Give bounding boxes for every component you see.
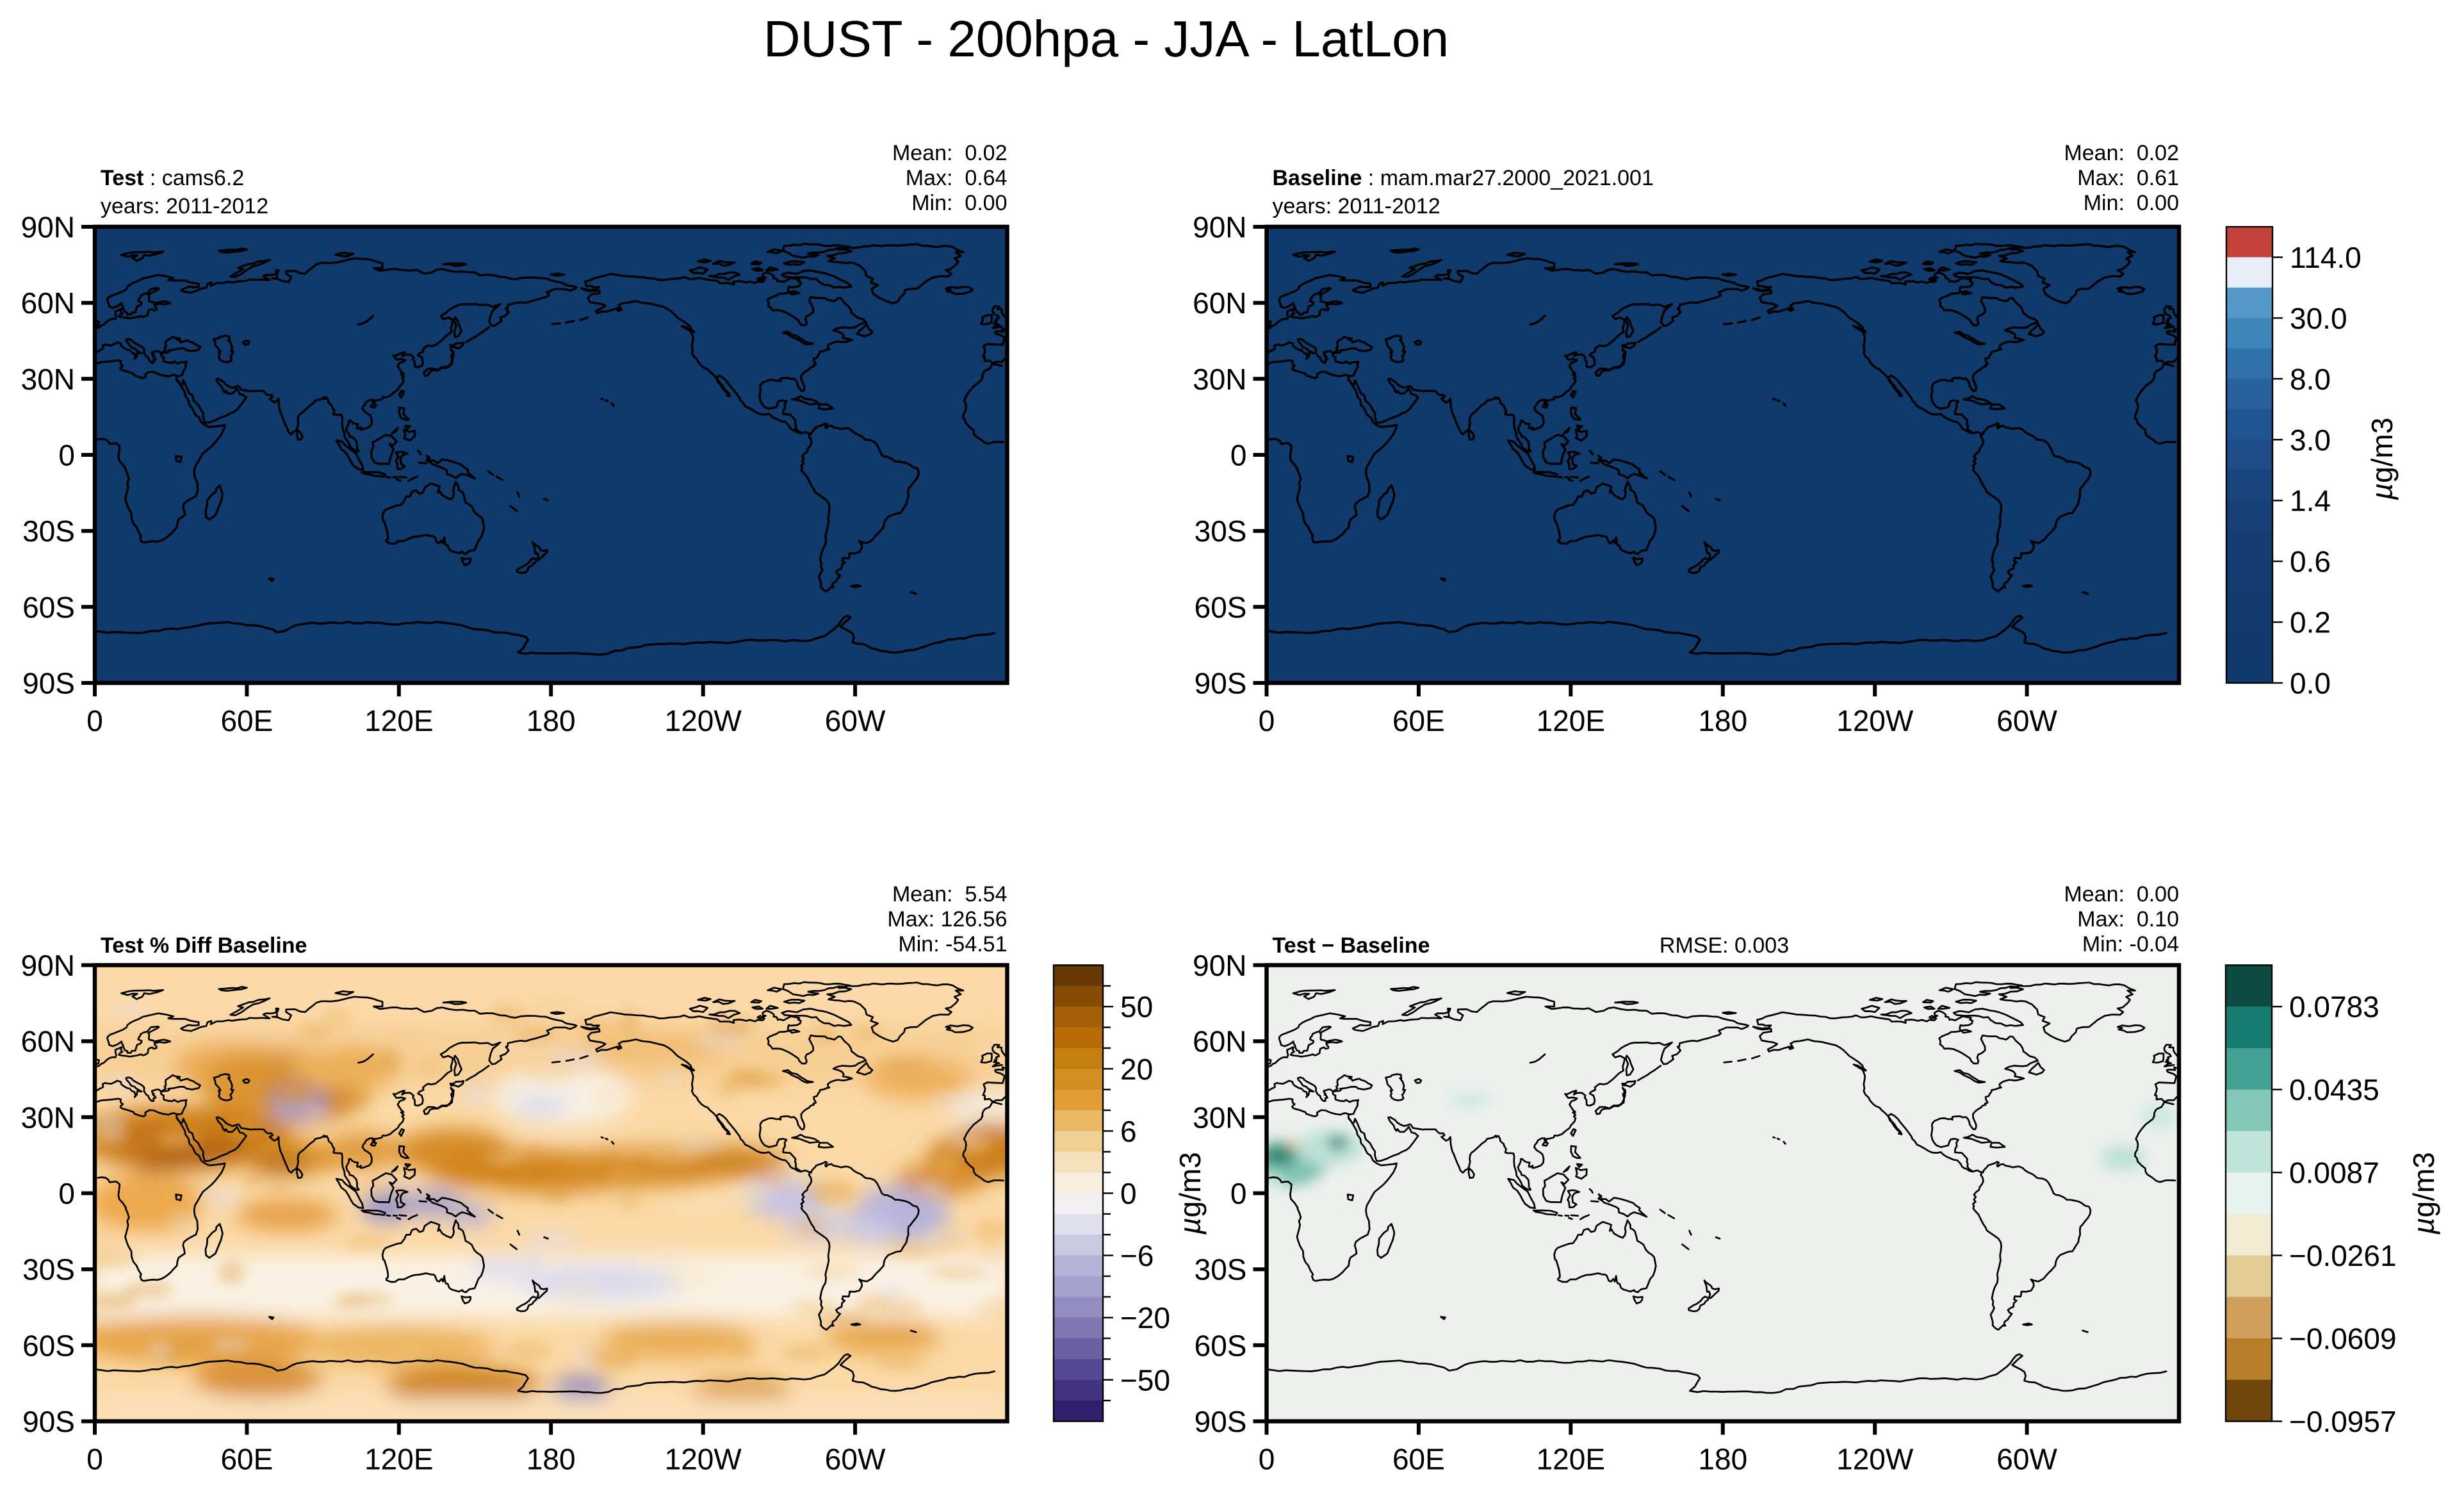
svg-text:0.0435: 0.0435 (2289, 1073, 2379, 1106)
svg-text:60E: 60E (1392, 1443, 1445, 1476)
svg-text:60W: 60W (825, 1443, 886, 1476)
svg-text:120W: 120W (665, 1443, 742, 1476)
svg-text:0: 0 (1230, 1177, 1247, 1210)
svg-text:0: 0 (86, 1443, 103, 1476)
svg-text:180: 180 (526, 1443, 576, 1476)
svg-text:90N: 90N (21, 211, 75, 244)
svg-text:120E: 120E (1537, 704, 1605, 737)
svg-text:Min: -0.04: Min: -0.04 (2082, 932, 2179, 956)
svg-text:60N: 60N (21, 1025, 75, 1058)
svg-text:Max: 0.64: Max: 0.64 (906, 166, 1008, 190)
svg-text:0.0087: 0.0087 (2289, 1156, 2379, 1190)
svg-text:30S: 30S (22, 1253, 75, 1286)
svg-text:Mean: 0.00: Mean: 0.00 (2064, 882, 2179, 907)
svg-text:180: 180 (1698, 1443, 1747, 1476)
svg-text:−0.0261: −0.0261 (2289, 1239, 2397, 1272)
svg-text:years: 2011-2012: years: 2011-2012 (101, 194, 268, 218)
svg-text:Max: 126.56: Max: 126.56 (887, 907, 1007, 932)
svg-text:Min: 0.00: Min: 0.00 (2084, 191, 2179, 215)
svg-text:µg/m3: µg/m3 (1173, 1152, 1207, 1235)
svg-text:90N: 90N (21, 949, 75, 982)
svg-text:30.0: 30.0 (2290, 302, 2347, 335)
svg-text:−0.0957: −0.0957 (2289, 1405, 2397, 1438)
svg-text:0: 0 (1259, 1443, 1275, 1476)
svg-text:180: 180 (526, 704, 576, 737)
svg-text:µg/m3: µg/m3 (2407, 1152, 2440, 1235)
svg-text:−0.0609: −0.0609 (2289, 1322, 2397, 1356)
svg-text:Max: 0.61: Max: 0.61 (2077, 166, 2179, 190)
svg-text:1.4: 1.4 (2290, 484, 2331, 518)
svg-text:30N: 30N (1193, 1101, 1246, 1134)
svg-text:90S: 90S (22, 1405, 75, 1438)
svg-text:Baseline : mam.mar27.2000_2021: Baseline : mam.mar27.2000_2021.001 (1273, 166, 1654, 190)
svg-text:20: 20 (1120, 1053, 1153, 1086)
svg-text:−6: −6 (1120, 1239, 1154, 1272)
svg-text:60W: 60W (825, 704, 886, 737)
svg-text:30N: 30N (21, 1101, 75, 1134)
svg-text:30S: 30S (1195, 1253, 1247, 1286)
svg-text:Min: 0.00: Min: 0.00 (911, 191, 1007, 215)
svg-text:0: 0 (1259, 704, 1275, 737)
svg-text:60S: 60S (1195, 591, 1247, 624)
svg-text:RMSE: 0.003: RMSE: 0.003 (1660, 933, 1789, 958)
svg-text:120W: 120W (1836, 704, 1914, 737)
svg-text:90S: 90S (22, 667, 75, 700)
svg-text:0: 0 (86, 704, 103, 737)
svg-text:µg/m3: µg/m3 (2365, 418, 2399, 501)
svg-text:60N: 60N (21, 286, 75, 320)
svg-text:60N: 60N (1193, 1025, 1246, 1058)
svg-text:−20: −20 (1120, 1301, 1170, 1334)
svg-text:60W: 60W (1996, 704, 2057, 737)
svg-text:Test : cams6.2: Test : cams6.2 (101, 166, 244, 190)
svg-text:120W: 120W (665, 704, 742, 737)
svg-text:Min: -54.51: Min: -54.51 (898, 932, 1007, 956)
svg-text:90N: 90N (1193, 211, 1246, 244)
svg-text:Max: 0.10: Max: 0.10 (2077, 907, 2179, 932)
svg-text:90S: 90S (1195, 667, 1247, 700)
svg-text:0: 0 (58, 1177, 75, 1210)
svg-text:60N: 60N (1193, 286, 1246, 320)
svg-text:0: 0 (58, 439, 75, 472)
svg-text:0: 0 (1120, 1177, 1137, 1210)
svg-text:0.6: 0.6 (2290, 545, 2331, 579)
svg-text:90N: 90N (1193, 949, 1246, 982)
svg-text:0.2: 0.2 (2290, 606, 2331, 639)
svg-text:120W: 120W (1836, 1443, 1914, 1476)
svg-text:60W: 60W (1996, 1443, 2057, 1476)
svg-text:180: 180 (1698, 704, 1747, 737)
svg-text:6: 6 (1120, 1115, 1137, 1148)
svg-text:Test % Diff Baseline: Test % Diff Baseline (101, 933, 307, 958)
svg-text:years: 2011-2012: years: 2011-2012 (1273, 194, 1440, 218)
svg-text:60E: 60E (1392, 704, 1445, 737)
svg-text:60E: 60E (220, 1443, 273, 1476)
svg-text:0.0: 0.0 (2290, 667, 2331, 700)
svg-text:30S: 30S (1195, 514, 1247, 548)
svg-text:DUST - 200hpa - JJA - LatLon: DUST - 200hpa - JJA - LatLon (763, 10, 1449, 67)
svg-text:3.0: 3.0 (2290, 423, 2331, 457)
svg-text:60S: 60S (22, 591, 75, 624)
svg-text:30S: 30S (22, 514, 75, 548)
svg-text:Mean: 0.02: Mean: 0.02 (892, 141, 1008, 165)
svg-text:0: 0 (1230, 439, 1247, 472)
svg-text:Test − Baseline: Test − Baseline (1273, 933, 1430, 958)
svg-text:120E: 120E (364, 704, 433, 737)
svg-text:−50: −50 (1120, 1363, 1170, 1397)
svg-text:120E: 120E (1537, 1443, 1605, 1476)
svg-text:114.0: 114.0 (2290, 241, 2362, 274)
svg-text:50: 50 (1120, 990, 1153, 1024)
svg-text:30N: 30N (1193, 363, 1246, 396)
svg-text:8.0: 8.0 (2290, 363, 2331, 396)
svg-text:60E: 60E (220, 704, 273, 737)
svg-text:120E: 120E (364, 1443, 433, 1476)
svg-text:Mean: 0.02: Mean: 0.02 (2064, 141, 2179, 165)
svg-text:0.0783: 0.0783 (2289, 990, 2379, 1024)
svg-text:90S: 90S (1195, 1405, 1247, 1438)
svg-text:Mean: 5.54: Mean: 5.54 (892, 882, 1008, 907)
svg-text:60S: 60S (1195, 1329, 1247, 1362)
svg-text:30N: 30N (21, 363, 75, 396)
svg-text:60S: 60S (22, 1329, 75, 1362)
